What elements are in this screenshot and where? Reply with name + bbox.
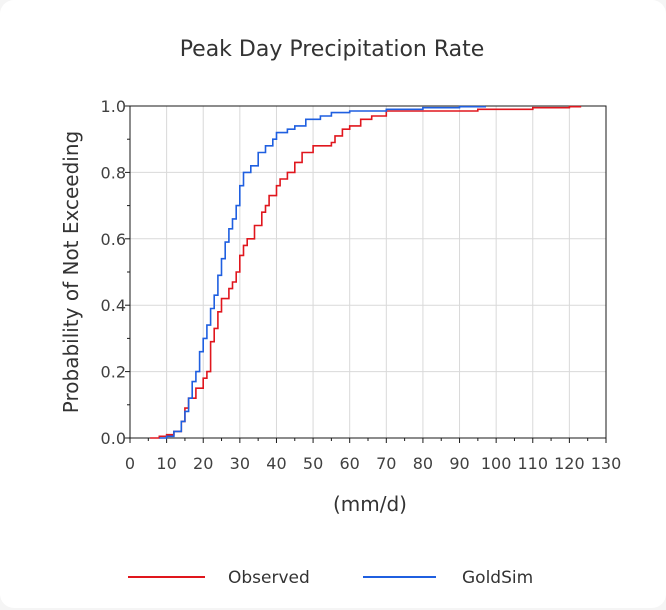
x-axis-title: (mm/d): [333, 492, 407, 516]
y-tick-label: 0.4: [101, 296, 126, 315]
grid: [130, 106, 606, 438]
y-tick-label: 0.0: [101, 429, 126, 448]
y-tick-label: 0.6: [101, 230, 126, 249]
x-tick-label: 50: [303, 454, 323, 473]
legend-label-observed: Observed: [228, 568, 310, 588]
x-tick-label: 40: [266, 454, 286, 473]
x-tick-label: 120: [554, 454, 585, 473]
y-axis-title: Probability of Not Exceeding: [59, 131, 83, 413]
x-tick-label: 110: [517, 454, 548, 473]
x-tick-label: 20: [193, 454, 213, 473]
y-tick-label: 1.0: [101, 97, 126, 116]
y-tick-label: 0.2: [101, 363, 126, 382]
x-tick-label: 70: [376, 454, 396, 473]
x-tick-label: 0: [125, 454, 135, 473]
series-lines: [150, 105, 582, 439]
chart-title: Peak Day Precipitation Rate: [180, 37, 485, 62]
x-tick-label: 90: [449, 454, 469, 473]
axis-ticks: 0 10 20 30 40 50 60 70 80 90 100 110 120 130 0.0 0.2 0.4…: [101, 97, 622, 473]
x-tick-label: 100: [481, 454, 512, 473]
legend-label-goldsim: GoldSim: [462, 568, 533, 588]
y-tick-label: 0.8: [101, 163, 126, 182]
legend: Observed GoldSim: [128, 568, 533, 588]
x-tick-label: 30: [230, 454, 250, 473]
x-tick-label: 60: [340, 454, 360, 473]
x-tick-label: 80: [413, 454, 433, 473]
series-line-observed: [150, 105, 582, 439]
x-tick-label: 10: [156, 454, 176, 473]
x-tick-label: 130: [591, 454, 622, 473]
series-line-goldsim: [159, 105, 486, 439]
